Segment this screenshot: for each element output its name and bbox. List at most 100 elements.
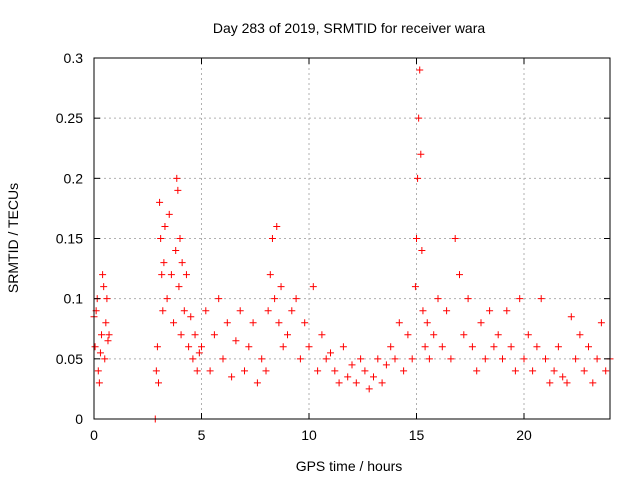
data-point xyxy=(99,271,107,279)
data-point xyxy=(165,210,173,218)
data-point xyxy=(542,355,549,363)
data-point xyxy=(370,373,377,381)
data-point xyxy=(499,355,506,363)
data-point xyxy=(456,271,463,279)
data-point xyxy=(275,319,283,327)
data-point xyxy=(153,343,161,351)
data-point xyxy=(296,355,304,363)
data-point xyxy=(182,271,190,279)
data-point xyxy=(309,283,317,291)
data-point xyxy=(411,283,419,291)
data-point xyxy=(158,271,166,279)
x-tick-label: 10 xyxy=(301,427,317,443)
y-tick-label: 0.3 xyxy=(64,50,84,66)
data-point xyxy=(593,355,601,363)
data-point xyxy=(177,331,185,339)
data-point xyxy=(241,367,248,375)
data-point xyxy=(516,295,524,303)
data-point xyxy=(430,331,438,339)
data-point xyxy=(418,247,426,255)
data-point xyxy=(258,355,266,363)
data-point xyxy=(602,367,610,375)
data-point xyxy=(178,259,186,267)
data-point xyxy=(180,307,188,315)
data-point xyxy=(567,313,575,321)
data-point xyxy=(268,235,276,242)
data-point xyxy=(193,367,201,375)
data-point xyxy=(585,343,592,351)
data-point xyxy=(331,367,339,375)
data-point xyxy=(395,319,403,327)
data-point xyxy=(228,373,236,381)
data-point xyxy=(273,222,281,230)
data-point xyxy=(415,114,423,122)
data-point xyxy=(400,367,408,375)
data-point xyxy=(94,367,102,375)
data-point xyxy=(382,361,390,369)
data-point xyxy=(102,319,110,327)
data-point xyxy=(161,222,169,230)
data-point xyxy=(195,349,203,357)
x-tick-label: 0 xyxy=(90,427,98,443)
data-point xyxy=(361,367,369,375)
data-point xyxy=(266,271,274,279)
data-point xyxy=(425,355,433,363)
data-point xyxy=(460,331,468,339)
data-point xyxy=(486,307,494,315)
x-tick-label: 20 xyxy=(516,427,532,443)
data-point xyxy=(339,343,347,351)
data-point xyxy=(103,295,111,303)
data-point xyxy=(357,355,365,363)
data-point xyxy=(198,343,205,351)
data-point xyxy=(159,307,167,315)
data-point xyxy=(174,186,182,194)
data-point xyxy=(271,295,279,303)
data-point xyxy=(253,379,261,387)
y-tick-label: 0.05 xyxy=(56,351,83,367)
y-tick-label: 0 xyxy=(75,411,83,427)
data-point xyxy=(202,307,210,315)
data-point xyxy=(288,307,296,315)
y-tick-label: 0.1 xyxy=(64,291,84,307)
data-point xyxy=(473,367,481,375)
data-point xyxy=(503,307,511,315)
data-point xyxy=(576,331,584,339)
data-point xyxy=(232,337,240,345)
data-point xyxy=(318,331,326,339)
data-point xyxy=(554,343,562,351)
data-point xyxy=(176,235,184,242)
data-point xyxy=(365,385,373,393)
data-point xyxy=(167,271,175,279)
data-point xyxy=(374,355,382,363)
data-point xyxy=(348,361,356,369)
data-point xyxy=(157,235,165,242)
tick-layer: 0 5 10 15 20 0 0.05 0.1 0.15 0.2 0.25 0.3 xyxy=(56,50,610,443)
data-point xyxy=(277,283,285,291)
data-point xyxy=(95,379,103,387)
data-point xyxy=(170,319,178,327)
data-point xyxy=(438,343,446,351)
data-point xyxy=(580,367,588,375)
data-point xyxy=(301,319,309,327)
data-point xyxy=(249,319,257,327)
data-point xyxy=(404,331,412,339)
data-point xyxy=(105,331,113,339)
data-point xyxy=(292,295,300,303)
data-point xyxy=(279,343,287,351)
data-point xyxy=(189,355,197,363)
data-point xyxy=(413,235,420,242)
data-point xyxy=(468,343,476,351)
data-point xyxy=(352,379,360,387)
data-point xyxy=(537,295,545,303)
data-point xyxy=(494,331,502,339)
data-point xyxy=(546,379,554,387)
data-point xyxy=(223,319,231,327)
data-point xyxy=(284,331,291,339)
data-point xyxy=(215,295,223,303)
data-point xyxy=(464,295,472,303)
data-point xyxy=(419,307,427,315)
data-point xyxy=(414,174,422,182)
data-point xyxy=(210,331,218,339)
chart-title: Day 283 of 2019, SRMTID for receiver war… xyxy=(213,20,486,36)
data-point xyxy=(344,373,352,381)
